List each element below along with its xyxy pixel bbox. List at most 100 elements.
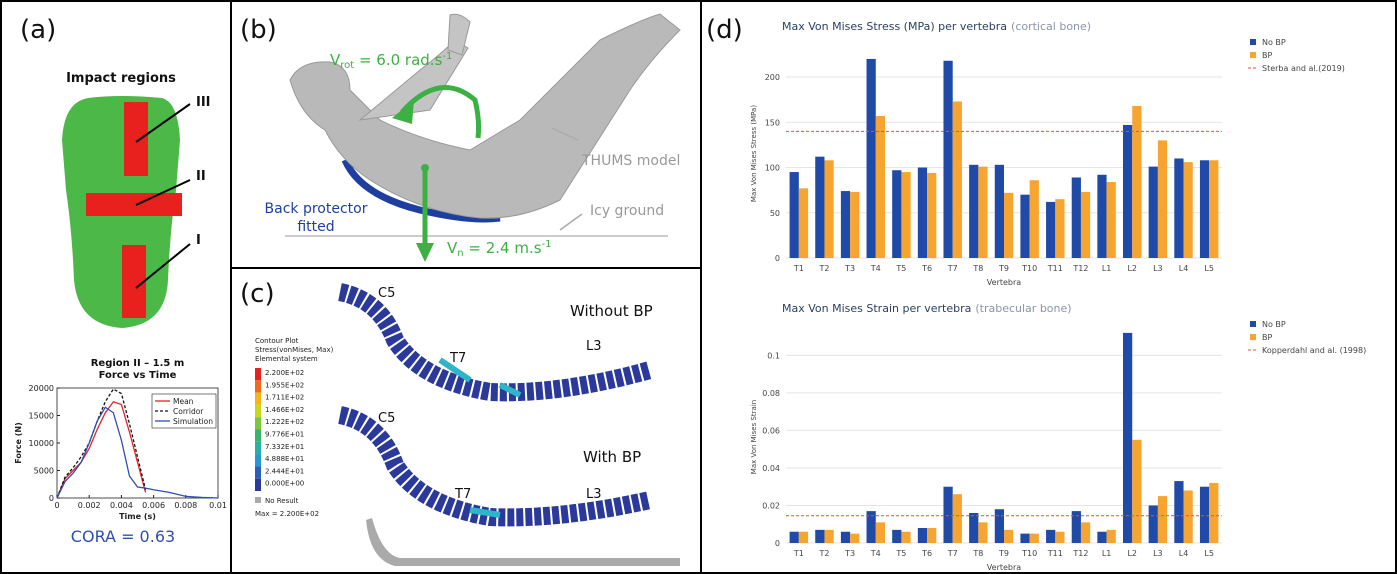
panel-label: (c) [240, 279, 275, 309]
x-tick-label: T4 [870, 549, 881, 558]
bar [892, 530, 901, 543]
bar [1200, 487, 1209, 543]
colorbar-label: No Result [265, 497, 299, 505]
region [86, 193, 182, 216]
bar [918, 168, 927, 258]
colorbar-label: 2.200E+02 [265, 369, 304, 377]
x-tick-label: T2 [818, 549, 829, 558]
bar [969, 165, 978, 258]
bar [1004, 193, 1013, 258]
y-tick-label: 0.1 [767, 351, 780, 360]
bar [824, 530, 833, 543]
legend-label: No BP [1262, 38, 1286, 47]
bar [1123, 333, 1132, 543]
x-tick-label: L5 [1204, 264, 1214, 273]
thums-scene: Vrot = 6.0 rad.s-1 Vn = 2.4 m.s-1 THUMS … [265, 14, 681, 262]
colorbar-label: 1.711E+02 [265, 394, 304, 402]
x-axis-label: Vertebra [987, 278, 1021, 287]
x-tick-label: T7 [947, 549, 958, 558]
colorbar-swatch [255, 497, 261, 503]
x-tick-label: T6 [921, 264, 932, 273]
bar [943, 487, 952, 543]
bar [943, 61, 952, 258]
panel-label: (a) [20, 15, 56, 45]
region-label: I [196, 233, 201, 248]
x-tick-label: L4 [1179, 549, 1189, 558]
condition-label: Without BP [570, 302, 653, 320]
x-tick-label: L3 [1153, 264, 1163, 273]
bar [927, 173, 936, 258]
x-tick-label: T8 [972, 264, 983, 273]
colorbar-swatch [255, 368, 261, 380]
x-tick-label: T9 [998, 264, 1009, 273]
colorbar-label: 1.955E+02 [265, 381, 304, 389]
spine-label: L3 [586, 339, 602, 354]
normal-velocity: Vn = 2.4 m.s-1 [447, 239, 552, 259]
label-part: rot [340, 60, 354, 71]
bar [1046, 530, 1055, 543]
bar [1055, 199, 1064, 258]
bar [1184, 490, 1193, 543]
bar [841, 532, 850, 543]
bar [1030, 180, 1039, 258]
condition-label: With BP [583, 448, 641, 466]
bar [841, 191, 850, 258]
bar [1123, 125, 1132, 258]
x-tick-label: T7 [947, 264, 958, 273]
spine-label: C5 [378, 411, 395, 426]
bar [1184, 162, 1193, 258]
colorbar-label: 1.466E+02 [265, 406, 304, 414]
bar [995, 509, 1004, 543]
colorbar-swatch [255, 393, 261, 405]
bp-label: Back protector [265, 201, 368, 217]
bar [1097, 532, 1106, 543]
colorbar-swatch [255, 454, 261, 466]
bar [815, 530, 824, 543]
chart-title: Max Von Mises Stress (MPa) per vertebra(… [782, 20, 1091, 33]
chart-title: Force vs Time [99, 370, 177, 381]
bar [850, 192, 859, 258]
colorbar-swatch [255, 442, 261, 454]
colorbar-label: 1.222E+02 [265, 418, 304, 426]
x-tick-label: 0.006 [142, 501, 165, 510]
spine-scene: C5 T7 L3 C5 T7 L3 Without BP With BP [340, 286, 680, 566]
y-axis-label: Force (N) [14, 422, 23, 464]
y-tick-label: 0.08 [762, 389, 780, 398]
bar [1209, 483, 1218, 543]
y-tick-label: 0.02 [762, 501, 780, 510]
legend-label: Mean [173, 397, 194, 406]
x-tick-label: T9 [998, 549, 1009, 558]
x-tick-label: 0 [54, 501, 59, 510]
bar [876, 116, 885, 258]
colorbar-label: 9.776E+01 [265, 431, 304, 439]
bar [892, 170, 901, 258]
x-tick-label: L5 [1204, 549, 1214, 558]
frame [1, 1, 1396, 573]
legend-label: BP [1262, 333, 1272, 342]
bar [790, 532, 799, 543]
bar [824, 160, 833, 258]
label-part: = 6.0 rad.s [354, 51, 442, 69]
rotation-velocity: Vrot = 6.0 rad.s-1 [330, 51, 452, 71]
bar [1081, 192, 1090, 258]
y-tick-label: 50 [770, 209, 780, 218]
legend-label: Sterba and al.(2019) [1262, 64, 1345, 73]
legend-swatch [1250, 52, 1256, 58]
bar [1174, 158, 1183, 258]
impact-diagram: Impact regions III II I CORA = 0.63 [62, 71, 211, 546]
chart-title-text: Max Von Mises Stress (MPa) per vertebra [782, 20, 1007, 33]
bar [799, 532, 808, 543]
bar [927, 528, 936, 543]
bar [867, 59, 876, 258]
y-tick-label: 0.04 [762, 464, 780, 473]
bar [1030, 534, 1039, 543]
panel-label: (b) [240, 15, 277, 45]
x-axis-label: Time (s) [119, 512, 156, 521]
spine-label: T7 [454, 487, 471, 502]
colorbar-swatch [255, 380, 261, 392]
y-tick-label: 100 [765, 164, 780, 173]
figure: (a) (b) (c) (d) Impact regions III II I … [0, 0, 1397, 574]
label-part: -1 [542, 239, 552, 250]
bar [901, 532, 910, 543]
